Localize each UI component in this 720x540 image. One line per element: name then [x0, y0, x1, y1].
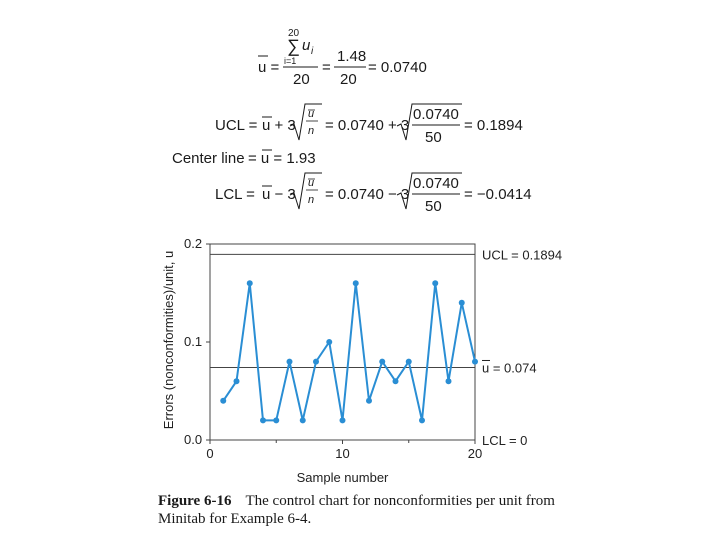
data-point [246, 280, 253, 287]
ubar-num2: 1.48 [337, 48, 366, 65]
formula-block: u = 20 ∑ u i i=1 20 = 1.48 20 = 0.0740 U… [172, 28, 532, 215]
data-point [472, 358, 478, 365]
data-point [220, 397, 227, 404]
data-point [273, 417, 280, 424]
ucl-formula: UCL = u + 3 u n = 0.0740 + 3 0.0740 50 =… [215, 103, 523, 146]
data-point [286, 358, 293, 365]
y-tick-label: 0.2 [184, 236, 202, 251]
ucl-val-den: 50 [425, 129, 442, 146]
lcl-label: LCL = 0 [482, 433, 527, 448]
lcl-n-den: n [308, 194, 314, 206]
lcl-val-num: 0.0740 [413, 175, 459, 192]
lcl-n-num: u [308, 177, 314, 189]
y-tick-label: 0.0 [184, 432, 202, 447]
data-point [299, 417, 306, 424]
data-point [419, 417, 425, 424]
x-tick-label: 0 [206, 446, 213, 461]
caption-text: The control chart for nonconformities pe… [158, 493, 555, 527]
data-point [379, 358, 386, 365]
ubar-formula: u = 20 ∑ u i i=1 20 = 1.48 20 = 0.0740 [258, 28, 427, 88]
ubar-denom2: 20 [340, 71, 357, 88]
ucl-val-num: 0.0740 [413, 106, 459, 123]
center-expr: = u = 1.93 [248, 150, 316, 167]
sum-upper: 20 [288, 28, 300, 39]
x-tick-label: 10 [335, 446, 349, 461]
figure-number: Figure 6-16 [158, 493, 232, 509]
y-tick-label: 0.1 [184, 334, 202, 349]
data-point [260, 417, 266, 424]
data-point [313, 358, 319, 365]
sum-sign: ∑ [287, 36, 300, 56]
y-axis-label: Errors (nonconformities)/unit, u [161, 251, 176, 429]
center-label: u = 0.074 [482, 360, 537, 375]
lcl-label: LCL = [215, 186, 255, 203]
data-point [326, 339, 333, 345]
x-tick-label: 20 [468, 446, 482, 461]
data-point [445, 378, 452, 385]
ucl-n-num: u [308, 108, 314, 120]
ubar-result: = 0.0740 [368, 59, 427, 76]
data-point [233, 378, 240, 385]
sum-var: u [302, 37, 311, 54]
ubar-lhs: u = [258, 59, 280, 76]
ucl-eq: = 0.0740 + 3 [325, 117, 409, 134]
lcl-expr: u − 3 [262, 186, 296, 203]
ucl-expr: u + 3 [262, 117, 296, 134]
center-label: Center line [172, 150, 245, 167]
ucl-label: UCL = [215, 117, 258, 134]
sum-lower: i=1 [284, 56, 296, 66]
ucl-label: UCL = 0.1894 [482, 247, 562, 262]
data-point [352, 280, 359, 287]
svg-text:=: = [322, 59, 331, 76]
data-point [432, 280, 439, 287]
sum-sub: i [311, 46, 314, 57]
ubar-denom: 20 [293, 71, 310, 88]
lcl-result: = −0.0414 [464, 186, 532, 203]
lcl-eq: = 0.0740 − 3 [325, 186, 409, 203]
center-line-formula: Center line = u = 1.93 [172, 149, 316, 167]
data-point [339, 417, 346, 424]
x-axis-label: Sample number [297, 470, 389, 485]
data-point [366, 397, 372, 404]
figure-caption: Figure 6-16 The control chart for nonconf… [158, 492, 578, 528]
series-line [222, 283, 476, 422]
ucl-n-den: n [308, 125, 314, 137]
lcl-val-den: 50 [425, 198, 442, 215]
data-point [392, 378, 399, 385]
lcl-formula: LCL = u − 3 u n = 0.0740 − 3 0.0740 50 =… [215, 172, 532, 215]
ucl-result: = 0.1894 [464, 117, 523, 134]
data-point [405, 358, 412, 365]
data-point [458, 299, 465, 306]
